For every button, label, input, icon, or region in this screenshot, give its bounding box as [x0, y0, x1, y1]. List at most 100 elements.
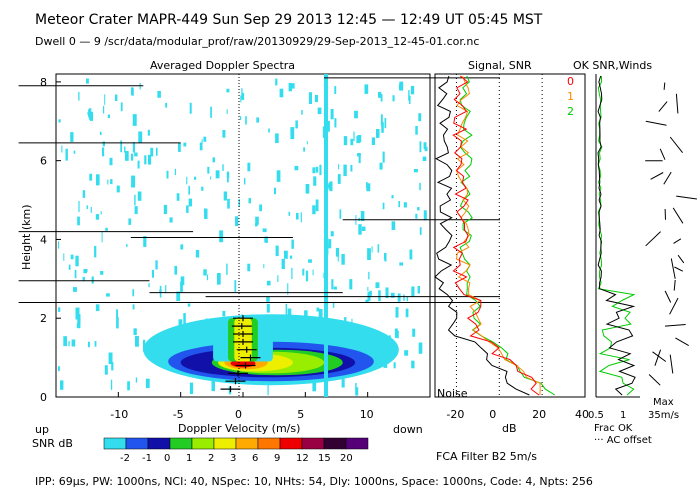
speckle-mark [132, 88, 134, 96]
speckle-mark [377, 244, 380, 253]
snr-profile-0 [452, 75, 540, 396]
colorbar-cell [323, 437, 347, 450]
speckle-mark [399, 262, 403, 266]
speckle-mark [367, 248, 371, 260]
wind-barb [652, 351, 667, 362]
speckle-mark [398, 84, 403, 90]
speckle-mark [176, 193, 180, 201]
speckle-mark [99, 131, 102, 136]
speckle-mark [275, 245, 279, 257]
speckle-mark [302, 268, 305, 276]
speckle-mark [109, 157, 113, 166]
wind-barb [670, 258, 676, 279]
speckle-mark [189, 382, 194, 394]
speckle-mark [308, 92, 312, 104]
x-tick-label: 5 [297, 408, 304, 421]
speckle-mark [380, 114, 383, 126]
speckle-mark [203, 136, 207, 142]
speckle-mark [378, 91, 382, 98]
speckle-mark [78, 201, 80, 213]
snr-title: Signal, SNR [468, 59, 532, 72]
speckle-mark [322, 126, 325, 138]
speckle-mark [127, 381, 130, 391]
speckle-mark [207, 166, 210, 174]
snr-xlabel: dB [502, 422, 517, 435]
speckle-mark [415, 126, 418, 135]
colorbar-tick: -2 [120, 453, 130, 464]
speckle-mark [134, 194, 136, 206]
speckle-mark [135, 335, 139, 347]
snr-series-lines [434, 75, 556, 396]
filter-label: FCA Filter B2 5m/s [436, 450, 537, 463]
speckle-mark [294, 165, 299, 171]
speckle-mark [75, 255, 79, 267]
speckle-mark [132, 289, 135, 297]
speckle-mark [306, 140, 308, 145]
speckle-mark [130, 153, 134, 161]
speckle-mark [367, 286, 369, 292]
speckle-mark [102, 141, 105, 147]
speckle-mark [404, 350, 409, 356]
speckle-mark [394, 328, 398, 338]
speckle-mark [134, 152, 138, 157]
colorbar-cell [191, 437, 215, 450]
speckle-mark [390, 292, 395, 298]
wind-barb [650, 172, 664, 180]
speckle-mark [330, 231, 334, 237]
speckle-mark [255, 223, 258, 227]
speckle-mark [163, 204, 168, 214]
speckle-mark [379, 162, 383, 170]
speckle-mark [266, 303, 270, 313]
speckle-mark [212, 157, 215, 163]
x-tick-label: 10 [360, 408, 374, 421]
speckle-mark [267, 384, 269, 396]
wind-barb [669, 354, 674, 374]
speckle-mark [328, 239, 332, 249]
speckle-mark [330, 109, 334, 120]
wind-barb [675, 93, 679, 114]
speckle-mark [132, 304, 135, 310]
speckle-mark [132, 114, 137, 126]
speckle-mark [356, 136, 361, 144]
wind-barb [648, 374, 661, 386]
speckle-mark [415, 213, 418, 219]
speckle-mark [86, 78, 89, 84]
speckle-mark [256, 117, 259, 123]
wind-barb [676, 195, 697, 200]
speckle-mark [195, 250, 200, 258]
speckle-mark [211, 379, 215, 392]
speckle-mark [180, 281, 183, 292]
speckle-mark [165, 285, 167, 294]
speckle-mark [337, 174, 341, 184]
speckle-mark [380, 94, 383, 102]
speckle-mark [107, 179, 109, 185]
speckle-mark [105, 227, 108, 231]
speckle-mark [276, 170, 281, 182]
header-line2: Dwell 0 — 9 /scr/data/modular_prof/raw/2… [35, 35, 479, 48]
speckle-mark [70, 132, 74, 142]
speckle-mark [186, 205, 189, 213]
speckle-mark [206, 274, 209, 281]
speckle-mark [174, 265, 178, 275]
speckle-mark [419, 182, 421, 191]
y-tick-label: 6 [40, 155, 47, 168]
speckle-mark [412, 328, 416, 337]
ac-offset-label: ··· AC offset [594, 435, 652, 446]
speckle-mark [217, 273, 221, 285]
speckle-mark [65, 148, 68, 161]
speckle-mark [403, 202, 407, 208]
winds-panel: 0.5 1 Frac OK ··· AC offset Max 35m/s [588, 74, 697, 446]
speckle-mark [378, 290, 381, 302]
speckle-mark [343, 136, 348, 146]
speckle-mark [89, 173, 93, 181]
speckle-mark [134, 206, 138, 215]
speckle-mark [312, 380, 317, 392]
speckle-mark [116, 309, 118, 317]
y-tick-label: 4 [40, 233, 47, 246]
colorbar-tick: 20 [340, 453, 353, 464]
speckle-mark [268, 128, 270, 133]
snr-x-tick-label: 40 [575, 408, 589, 421]
frac-ok-label: Frac OK [594, 423, 633, 434]
speckle-mark [106, 293, 110, 297]
speckle-mark [422, 156, 427, 161]
